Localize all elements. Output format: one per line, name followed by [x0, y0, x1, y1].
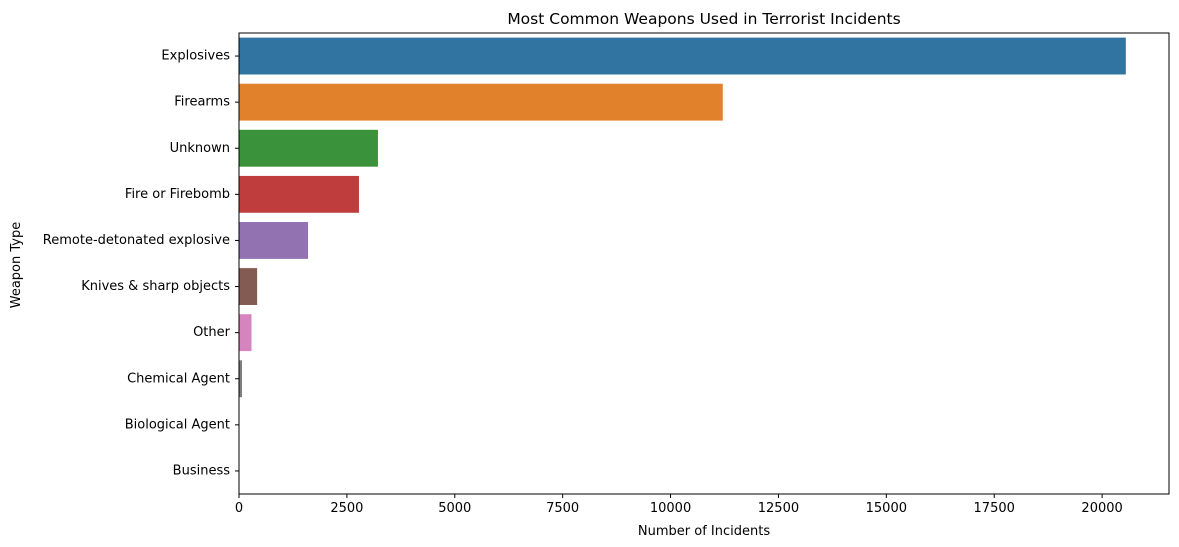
chart-title: Most Common Weapons Used in Terrorist In… — [507, 10, 900, 28]
plot-frame — [238, 32, 1170, 495]
bar-firearms — [239, 83, 723, 121]
x-tick-label: 12500 — [758, 501, 799, 516]
bar-fire-or-firebomb — [239, 175, 359, 213]
bar-knives-sharp-objects — [239, 268, 258, 305]
x-axis-title: Number of Incidents — [638, 524, 770, 539]
bar-explosives — [239, 37, 1126, 75]
y-axis-ticks: Explosives Firearms Unknown Fire or Firebom… — [43, 49, 239, 478]
bar-unknown — [239, 129, 378, 167]
y-tick-label: Fire or Firebomb — [125, 187, 230, 202]
x-tick-label: 15000 — [866, 501, 907, 516]
x-tick-label: 10000 — [650, 501, 691, 516]
y-tick-label: Chemical Agent — [127, 371, 230, 386]
x-axis-ticks: 0 2500 5000 7500 10000 12500 15000 17500 20000 — [235, 494, 1123, 516]
y-tick-label: Business — [173, 463, 231, 478]
bar-other — [239, 314, 252, 352]
y-tick-label: Biological Agent — [125, 417, 230, 432]
y-tick-label: Unknown — [170, 141, 230, 156]
y-tick-label: Knives & sharp objects — [81, 279, 230, 294]
x-tick-label: 2500 — [330, 501, 363, 516]
y-tick-label: Remote-detonated explosive — [43, 233, 230, 248]
x-tick-label: 20000 — [1081, 501, 1122, 516]
bar-chemical-agent — [239, 360, 243, 398]
y-tick-label: Other — [193, 325, 231, 340]
y-axis-title: Weapon Type — [9, 222, 24, 309]
x-tick-label: 5000 — [438, 501, 471, 516]
y-tick-label: Explosives — [161, 49, 230, 64]
bar-remote-detonated-explosive — [239, 222, 309, 259]
x-tick-label: 17500 — [974, 501, 1015, 516]
bars-group — [239, 37, 1126, 490]
y-tick-label: Firearms — [174, 95, 230, 110]
x-tick-label: 0 — [235, 501, 243, 516]
x-tick-label: 7500 — [546, 501, 579, 516]
